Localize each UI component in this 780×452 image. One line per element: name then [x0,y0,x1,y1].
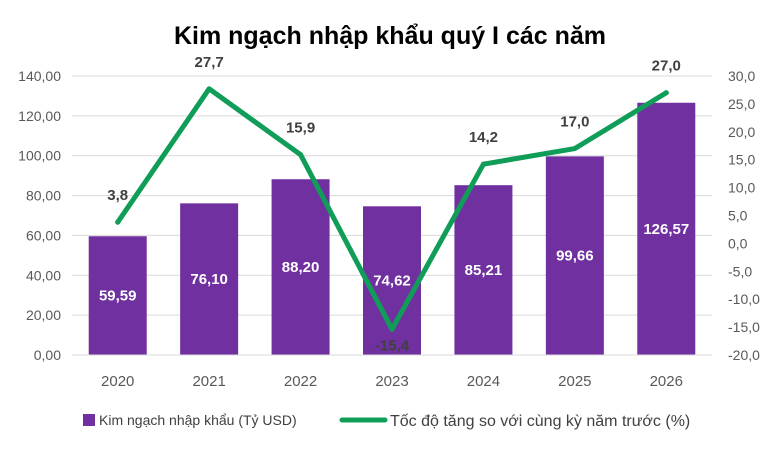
bar [271,179,330,355]
bar-value-label: 85,21 [465,262,503,279]
left-tick-label: 120,00 [18,108,61,124]
line-point [298,152,304,158]
line-value-label: 3,8 [107,187,128,204]
category-label: 2021 [192,373,225,390]
right-tick-label: 5,0 [728,208,748,224]
bar [180,203,239,355]
legend-label-line: Tốc độ tăng so với cùng kỳ năm trước (%) [390,413,690,430]
category-label: 2023 [375,373,408,390]
left-tick-label: 0,00 [34,347,61,363]
left-tick-label: 20,00 [26,307,61,323]
legend-swatch-bar [83,414,95,426]
right-tick-label: -5,0 [728,263,752,279]
right-tick-label: -15,0 [728,319,760,335]
left-tick-label: 140,00 [18,68,61,84]
x-axis: 2020 2021 2022 2023 2024 2025 2026 [72,354,712,390]
bar-value-label: 88,20 [282,259,320,276]
bar-value-label: 76,10 [190,271,228,288]
bar-series [88,102,696,355]
line-point [663,90,669,96]
right-axis: -20,0 -15,0 -10,0 -5,0 0,0 5,0 10,0 15,0 20,0 25,… [728,68,760,363]
right-tick-label: 30,0 [728,68,755,84]
data-labels: 59,59 76,10 88,20 74,62 85,21 99,66 126,57 3,8 2… [99,54,689,354]
line-point [389,326,395,332]
bar [637,102,696,355]
left-tick-label: 100,00 [18,148,61,164]
left-tick-label: 40,00 [26,267,61,283]
line-value-label: 27,7 [195,54,224,71]
line-value-label: 27,0 [652,58,681,75]
line-series [115,86,669,332]
left-axis: 0,00 20,00 40,00 60,00 80,00 100,00 120,00 140,… [18,68,61,363]
category-label: 2024 [467,373,500,390]
bar [545,156,604,355]
line-point [480,161,486,167]
right-tick-label: -20,0 [728,347,760,363]
right-tick-label: 0,0 [728,235,748,251]
bar-value-label: 126,57 [643,221,689,238]
legend-label-bar: Kim ngạch nhập khẩu (Tỷ USD) [99,412,297,428]
category-label: 2025 [558,373,591,390]
chart-title: Kim ngạch nhập khẩu quý I các năm [174,22,606,50]
category-label: 2022 [284,373,317,390]
bar-value-label: 99,66 [556,248,594,265]
left-tick-label: 80,00 [26,188,61,204]
right-tick-label: -10,0 [728,291,760,307]
line-point [572,146,578,152]
line-point [115,219,121,225]
right-tick-label: 15,0 [728,152,755,168]
line-value-label: 17,0 [560,114,589,131]
category-label: 2020 [101,373,134,390]
line-value-label: 14,2 [469,129,498,146]
bar [88,236,147,355]
right-tick-label: 20,0 [728,124,755,140]
right-tick-label: 10,0 [728,180,755,196]
line-value-label: 15,9 [286,120,315,137]
bar-value-label: 59,59 [99,288,137,305]
right-tick-label: 25,0 [728,96,755,112]
line-point [206,86,212,92]
legend: Kim ngạch nhập khẩu (Tỷ USD) Tốc độ tăng … [83,412,690,430]
left-tick-label: 60,00 [26,227,61,243]
line-value-label: -15,4 [375,337,410,354]
bar-value-label: 74,62 [373,273,411,290]
bar [454,185,513,355]
category-label: 2026 [650,373,683,390]
